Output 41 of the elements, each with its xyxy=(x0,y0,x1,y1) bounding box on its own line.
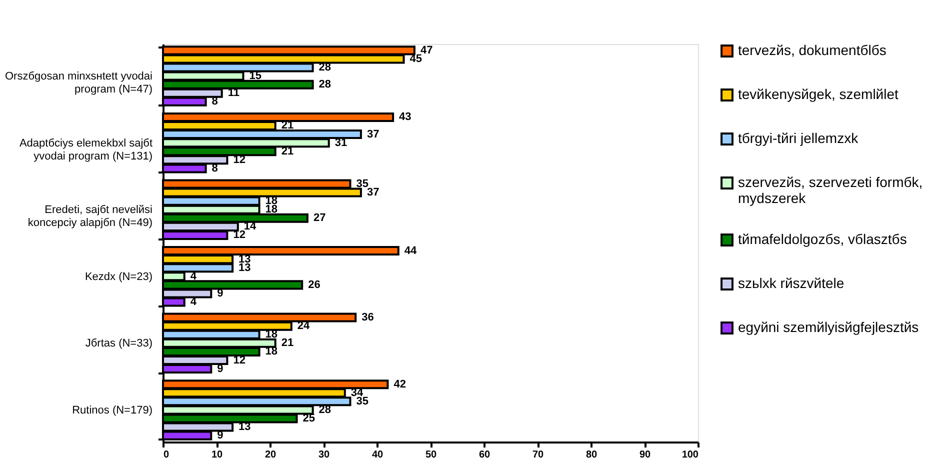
y-tick-label: Rutinos (N=179) xyxy=(72,404,152,416)
x-tick-label: 50 xyxy=(425,450,437,460)
data-label: 43 xyxy=(399,111,412,124)
data-label: 37 xyxy=(366,128,380,140)
data-label: 42 xyxy=(394,378,406,390)
y-tick-label: Eredeti, sajбt nevelйsi koncepciу alapjбn (N=49) xyxy=(28,204,152,230)
x-tick-label: 40 xyxy=(372,450,384,460)
legend-label: tбrgyi-tйri jellemzхk xyxy=(738,130,860,146)
legend-label: egyйni szemйlyisйgfejlesztйs xyxy=(738,319,919,335)
x-tick-label: 80 xyxy=(586,450,598,460)
legend-label: szьlхk rйszvйtele xyxy=(738,275,844,291)
data-label: 4 xyxy=(190,270,198,282)
data-label: 21 xyxy=(281,337,294,350)
legend-label: tervezйs, dokumentбlбs xyxy=(738,42,886,58)
x-tick-label: 0 xyxy=(164,450,170,460)
y-tick-label: Adaptбciуs elemekbхl sajбt уvodai program (N=131) xyxy=(19,137,152,162)
data-label: 44 xyxy=(404,244,418,257)
data-label: 36 xyxy=(362,312,374,324)
x-tick-label: 10 xyxy=(211,450,223,460)
legend-label: tevйkenysйgek, szemlйlet xyxy=(738,86,899,102)
x-tick-label: 90 xyxy=(639,450,651,460)
data-label: 45 xyxy=(410,52,422,65)
data-label: 35 xyxy=(356,178,368,190)
legend-label: tйmafeldolgozбs, vбlasztбs xyxy=(738,231,907,247)
x-tick-label: 30 xyxy=(318,450,330,460)
data-label: 28 xyxy=(318,78,332,91)
x-tick-label: 20 xyxy=(264,450,276,460)
x-tick-label: 70 xyxy=(532,450,544,460)
data-label: 26 xyxy=(308,278,320,291)
y-tick-label: Orszбgosan minхsнtett уvodai program (N=47) xyxy=(5,70,152,96)
legend-label: szervezйs, szervezeti formбk, mуdszerek xyxy=(738,174,923,206)
data-label: 47 xyxy=(420,44,433,56)
x-tick-label: 60 xyxy=(478,450,490,460)
data-label: 37 xyxy=(366,186,380,199)
y-tick-label: Kezdх (N=23) xyxy=(84,270,152,283)
x-tick-label: 100 xyxy=(682,450,699,460)
data-label: 4 xyxy=(190,296,198,308)
data-label: 13 xyxy=(238,262,251,274)
data-label: 35 xyxy=(356,395,368,408)
data-label: 27 xyxy=(313,212,326,224)
y-tick-label: Jбrtas (N=33) xyxy=(85,338,152,350)
